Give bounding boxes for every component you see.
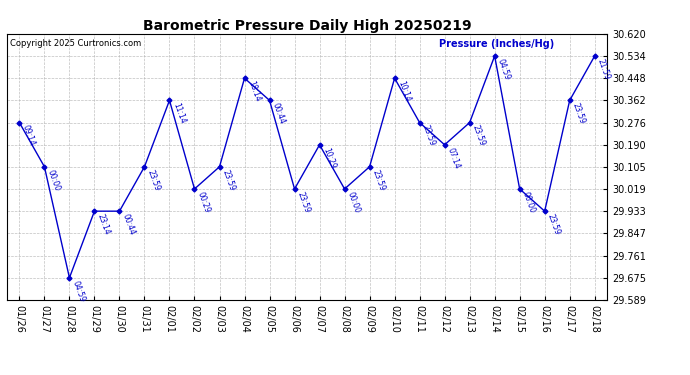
Text: 23:59: 23:59	[146, 168, 161, 192]
Title: Barometric Pressure Daily High 20250219: Barometric Pressure Daily High 20250219	[143, 19, 471, 33]
Text: 18:14: 18:14	[246, 80, 262, 103]
Text: 11:14: 11:14	[171, 102, 187, 125]
Text: 10:29: 10:29	[321, 146, 337, 170]
Text: Copyright 2025 Curtronics.com: Copyright 2025 Curtronics.com	[10, 39, 141, 48]
Text: 00:00: 00:00	[346, 190, 362, 214]
Text: 23:14: 23:14	[96, 213, 112, 236]
Text: 23:59: 23:59	[546, 213, 562, 236]
Text: 21:59: 21:59	[596, 57, 612, 81]
Text: 23:59: 23:59	[221, 168, 237, 192]
Text: 23:59: 23:59	[296, 190, 312, 214]
Text: 10:14: 10:14	[396, 80, 412, 103]
Text: 23:59: 23:59	[471, 124, 487, 148]
Text: 00:00: 00:00	[521, 190, 537, 214]
Text: 00:29: 00:29	[196, 190, 212, 214]
Text: 09:14: 09:14	[21, 124, 37, 148]
Text: 23:59: 23:59	[421, 124, 437, 148]
Text: 00:44: 00:44	[271, 102, 287, 126]
Text: 23:59: 23:59	[371, 168, 387, 192]
Text: 04:59: 04:59	[496, 57, 512, 81]
Text: 00:44: 00:44	[121, 213, 137, 236]
Text: 23:59: 23:59	[571, 102, 587, 125]
Text: 00:00: 00:00	[46, 168, 62, 192]
Text: 04:59: 04:59	[71, 279, 87, 303]
Text: 07:14: 07:14	[446, 146, 462, 170]
Text: Pressure (Inches/Hg): Pressure (Inches/Hg)	[439, 39, 554, 49]
